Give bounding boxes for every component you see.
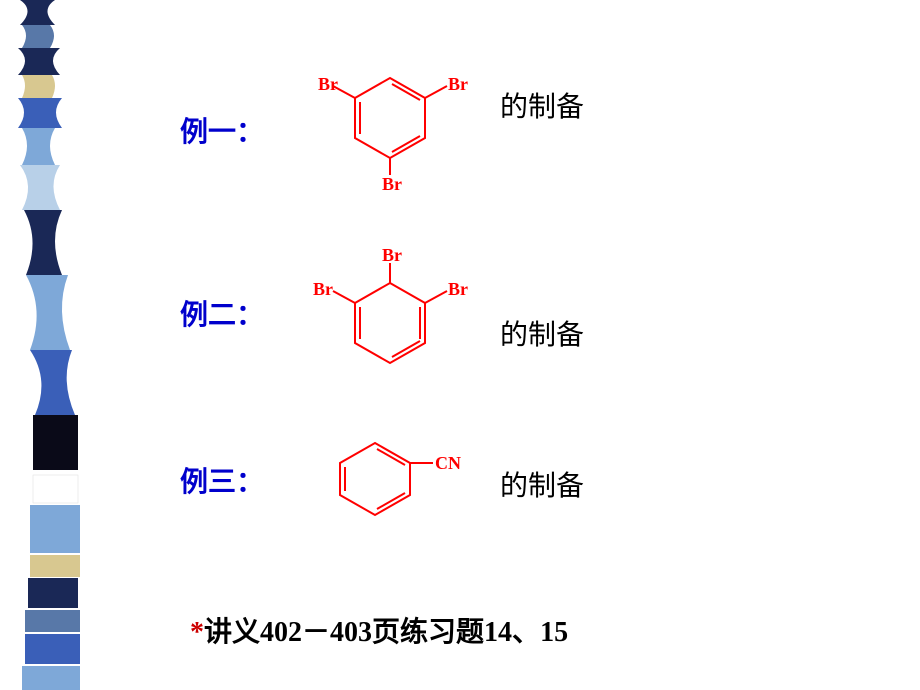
example-3-row: 例三： CN 的制备 [180,435,880,525]
footer-reference: *讲义402－403页练习题14、15 [190,610,568,650]
cn-label: CN [435,453,461,473]
br-label: Br [382,174,402,190]
exercise-num: 15 [540,617,568,648]
br-label: Br [313,279,333,299]
separator: 、 [512,617,540,648]
page-num: 403 [330,617,372,648]
br-label: Br [448,279,468,299]
tribromobenzene-135-structure: Br Br Br [290,70,490,190]
footer-text: 讲义 [204,617,260,648]
br-label: Br [448,74,468,94]
footer-text: 页练习题 [372,617,484,648]
benzonitrile-structure: CN [290,435,490,525]
tribromobenzene-123-structure: Br Br Br [290,245,490,380]
preparation-text: 的制备 [500,85,584,125]
example-2-label: 例二： [180,293,290,333]
br-label: Br [382,245,402,265]
br-label: Br [318,74,338,94]
asterisk: * [190,617,204,648]
example-3-label: 例三： [180,460,290,500]
page-num: 402 [260,617,302,648]
decorative-sidebar [0,0,95,690]
example-1-row: 例一： Br Br Br 的制备 [180,70,880,190]
dash: － [302,617,330,648]
preparation-text: 的制备 [500,313,584,353]
example-2-row: 例二： Br Br Br 的制备 [180,245,880,380]
preparation-text: 的制备 [500,464,584,504]
example-1-label: 例一： [180,110,290,150]
content-area: 例一： Br Br Br 的制备 例二： [180,70,880,580]
exercise-num: 14 [484,617,512,648]
